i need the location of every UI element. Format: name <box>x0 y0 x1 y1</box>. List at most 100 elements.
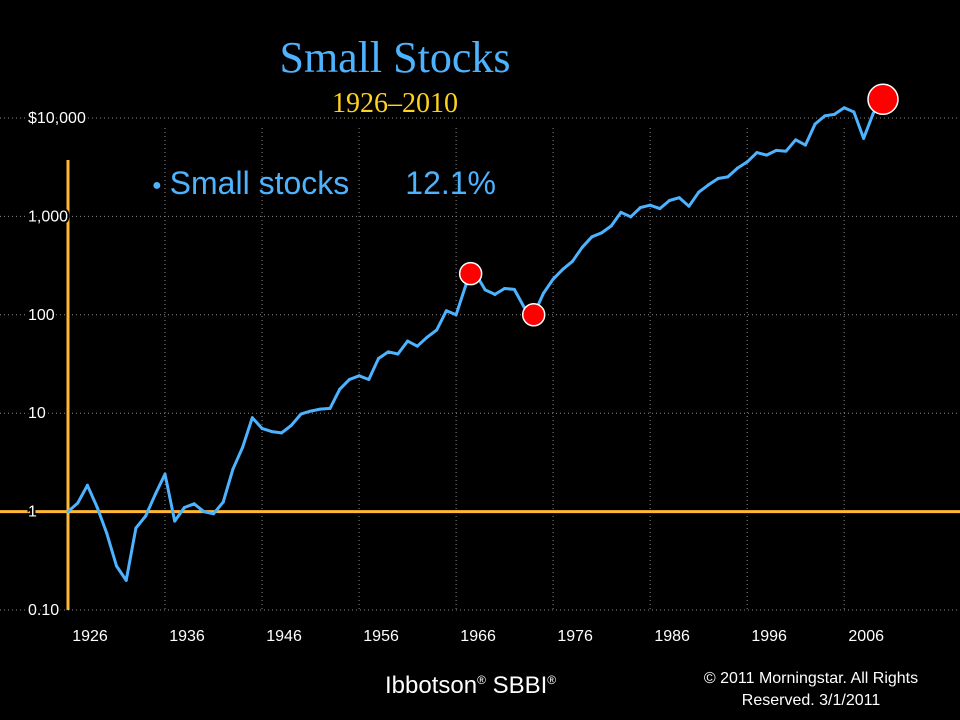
highlight-marker <box>458 261 483 286</box>
data-point <box>357 374 361 378</box>
data-point <box>444 309 448 313</box>
data-point <box>144 514 148 518</box>
data-point <box>192 502 196 506</box>
data-point <box>415 344 419 348</box>
data-point <box>202 510 206 514</box>
data-point <box>774 148 778 152</box>
data-point <box>376 356 380 360</box>
data-point <box>706 183 710 187</box>
data-point <box>561 267 565 271</box>
data-point <box>590 235 594 239</box>
data-point <box>309 409 313 413</box>
data-point <box>512 287 516 291</box>
data-point <box>823 114 827 118</box>
y-tick-label: 1 <box>28 504 37 521</box>
highlight-marker <box>521 303 546 327</box>
data-point <box>338 387 342 391</box>
data-point <box>638 206 642 210</box>
data-point <box>541 291 545 295</box>
data-point <box>716 176 720 180</box>
highlight-marker <box>867 83 899 116</box>
highlight-markers <box>458 83 899 327</box>
data-point <box>483 288 487 292</box>
data-point <box>173 519 177 523</box>
data-point <box>270 430 274 434</box>
data-point <box>425 335 429 339</box>
data-point <box>95 505 99 509</box>
x-tick-labels: 1926 1936 1946 1956 1966 1976 1986 1996 2006 <box>72 628 884 645</box>
source-product: SBBI <box>492 672 548 699</box>
legend-value: 12.1% <box>405 165 496 201</box>
legend-label: Small stocks <box>169 165 350 201</box>
data-point <box>687 204 691 208</box>
data-point <box>493 292 497 296</box>
axes <box>0 160 960 610</box>
source-name: Ibbotson <box>385 672 478 699</box>
data-point <box>600 231 604 235</box>
chart-subtitle: 1926–2010 <box>332 88 458 119</box>
data-point <box>347 378 351 382</box>
data-point <box>231 467 235 471</box>
registered-mark-2: ® <box>547 673 557 687</box>
x-tick-label: 1996 <box>751 628 787 645</box>
data-point <box>609 224 613 228</box>
data-point <box>832 112 836 116</box>
data-point <box>85 483 89 487</box>
data-point <box>250 416 254 420</box>
gridlines <box>0 117 960 611</box>
data-point <box>260 426 264 430</box>
data-point <box>862 136 866 140</box>
data-point <box>328 406 332 410</box>
data-point <box>784 149 788 153</box>
legend: ● Small stocks 12.1% <box>152 165 496 202</box>
copyright-line-1: © 2011 Morningstar. All Rights <box>703 670 919 687</box>
data-point <box>842 106 846 110</box>
data-point <box>163 472 167 476</box>
data-point <box>279 431 283 435</box>
data-point <box>765 153 769 157</box>
data-point <box>668 199 672 203</box>
copyright-notice: © 2011 Morningstar. All Rights Reserved.… <box>696 668 926 712</box>
registered-mark: ® <box>477 673 486 687</box>
y-tick-labels: 0.10 1 10 100 1,000 $10,000 <box>26 108 88 621</box>
data-point <box>726 175 730 179</box>
x-tick-label: 2006 <box>848 628 884 645</box>
data-point <box>677 196 681 200</box>
data-point <box>221 500 225 504</box>
x-tick-label: 1936 <box>169 628 205 645</box>
data-point <box>134 526 138 530</box>
data-point <box>454 313 458 317</box>
data-point <box>115 564 119 568</box>
y-tick-label: 0.10 <box>28 602 59 619</box>
data-point <box>648 203 652 207</box>
data-point <box>212 512 216 516</box>
data-point <box>318 407 322 411</box>
copyright-line-2: Reserved. 3/1/2011 <box>741 692 881 709</box>
data-point <box>580 245 584 249</box>
data-point <box>813 122 817 126</box>
data-point <box>435 328 439 332</box>
data-point <box>182 506 186 510</box>
legend-bullet-icon: ● <box>152 176 162 194</box>
data-point <box>619 210 623 214</box>
x-tick-label: 1976 <box>557 628 593 645</box>
data-point <box>76 501 80 505</box>
y-tick-label: 10 <box>28 405 46 422</box>
data-point <box>551 277 555 281</box>
data-point <box>755 151 759 155</box>
data-point <box>735 166 739 170</box>
data-point <box>124 578 128 582</box>
data-point <box>241 445 245 449</box>
x-tick-label: 1986 <box>654 628 690 645</box>
data-point <box>803 143 807 147</box>
x-tick-label: 1946 <box>266 628 302 645</box>
data-point <box>367 378 371 382</box>
data-point <box>396 352 400 356</box>
data-point <box>503 287 507 291</box>
data-point <box>299 412 303 416</box>
data-point <box>658 207 662 211</box>
x-tick-label: 1926 <box>72 628 108 645</box>
data-point <box>697 190 701 194</box>
data-point <box>153 492 157 496</box>
data-point <box>66 510 70 514</box>
